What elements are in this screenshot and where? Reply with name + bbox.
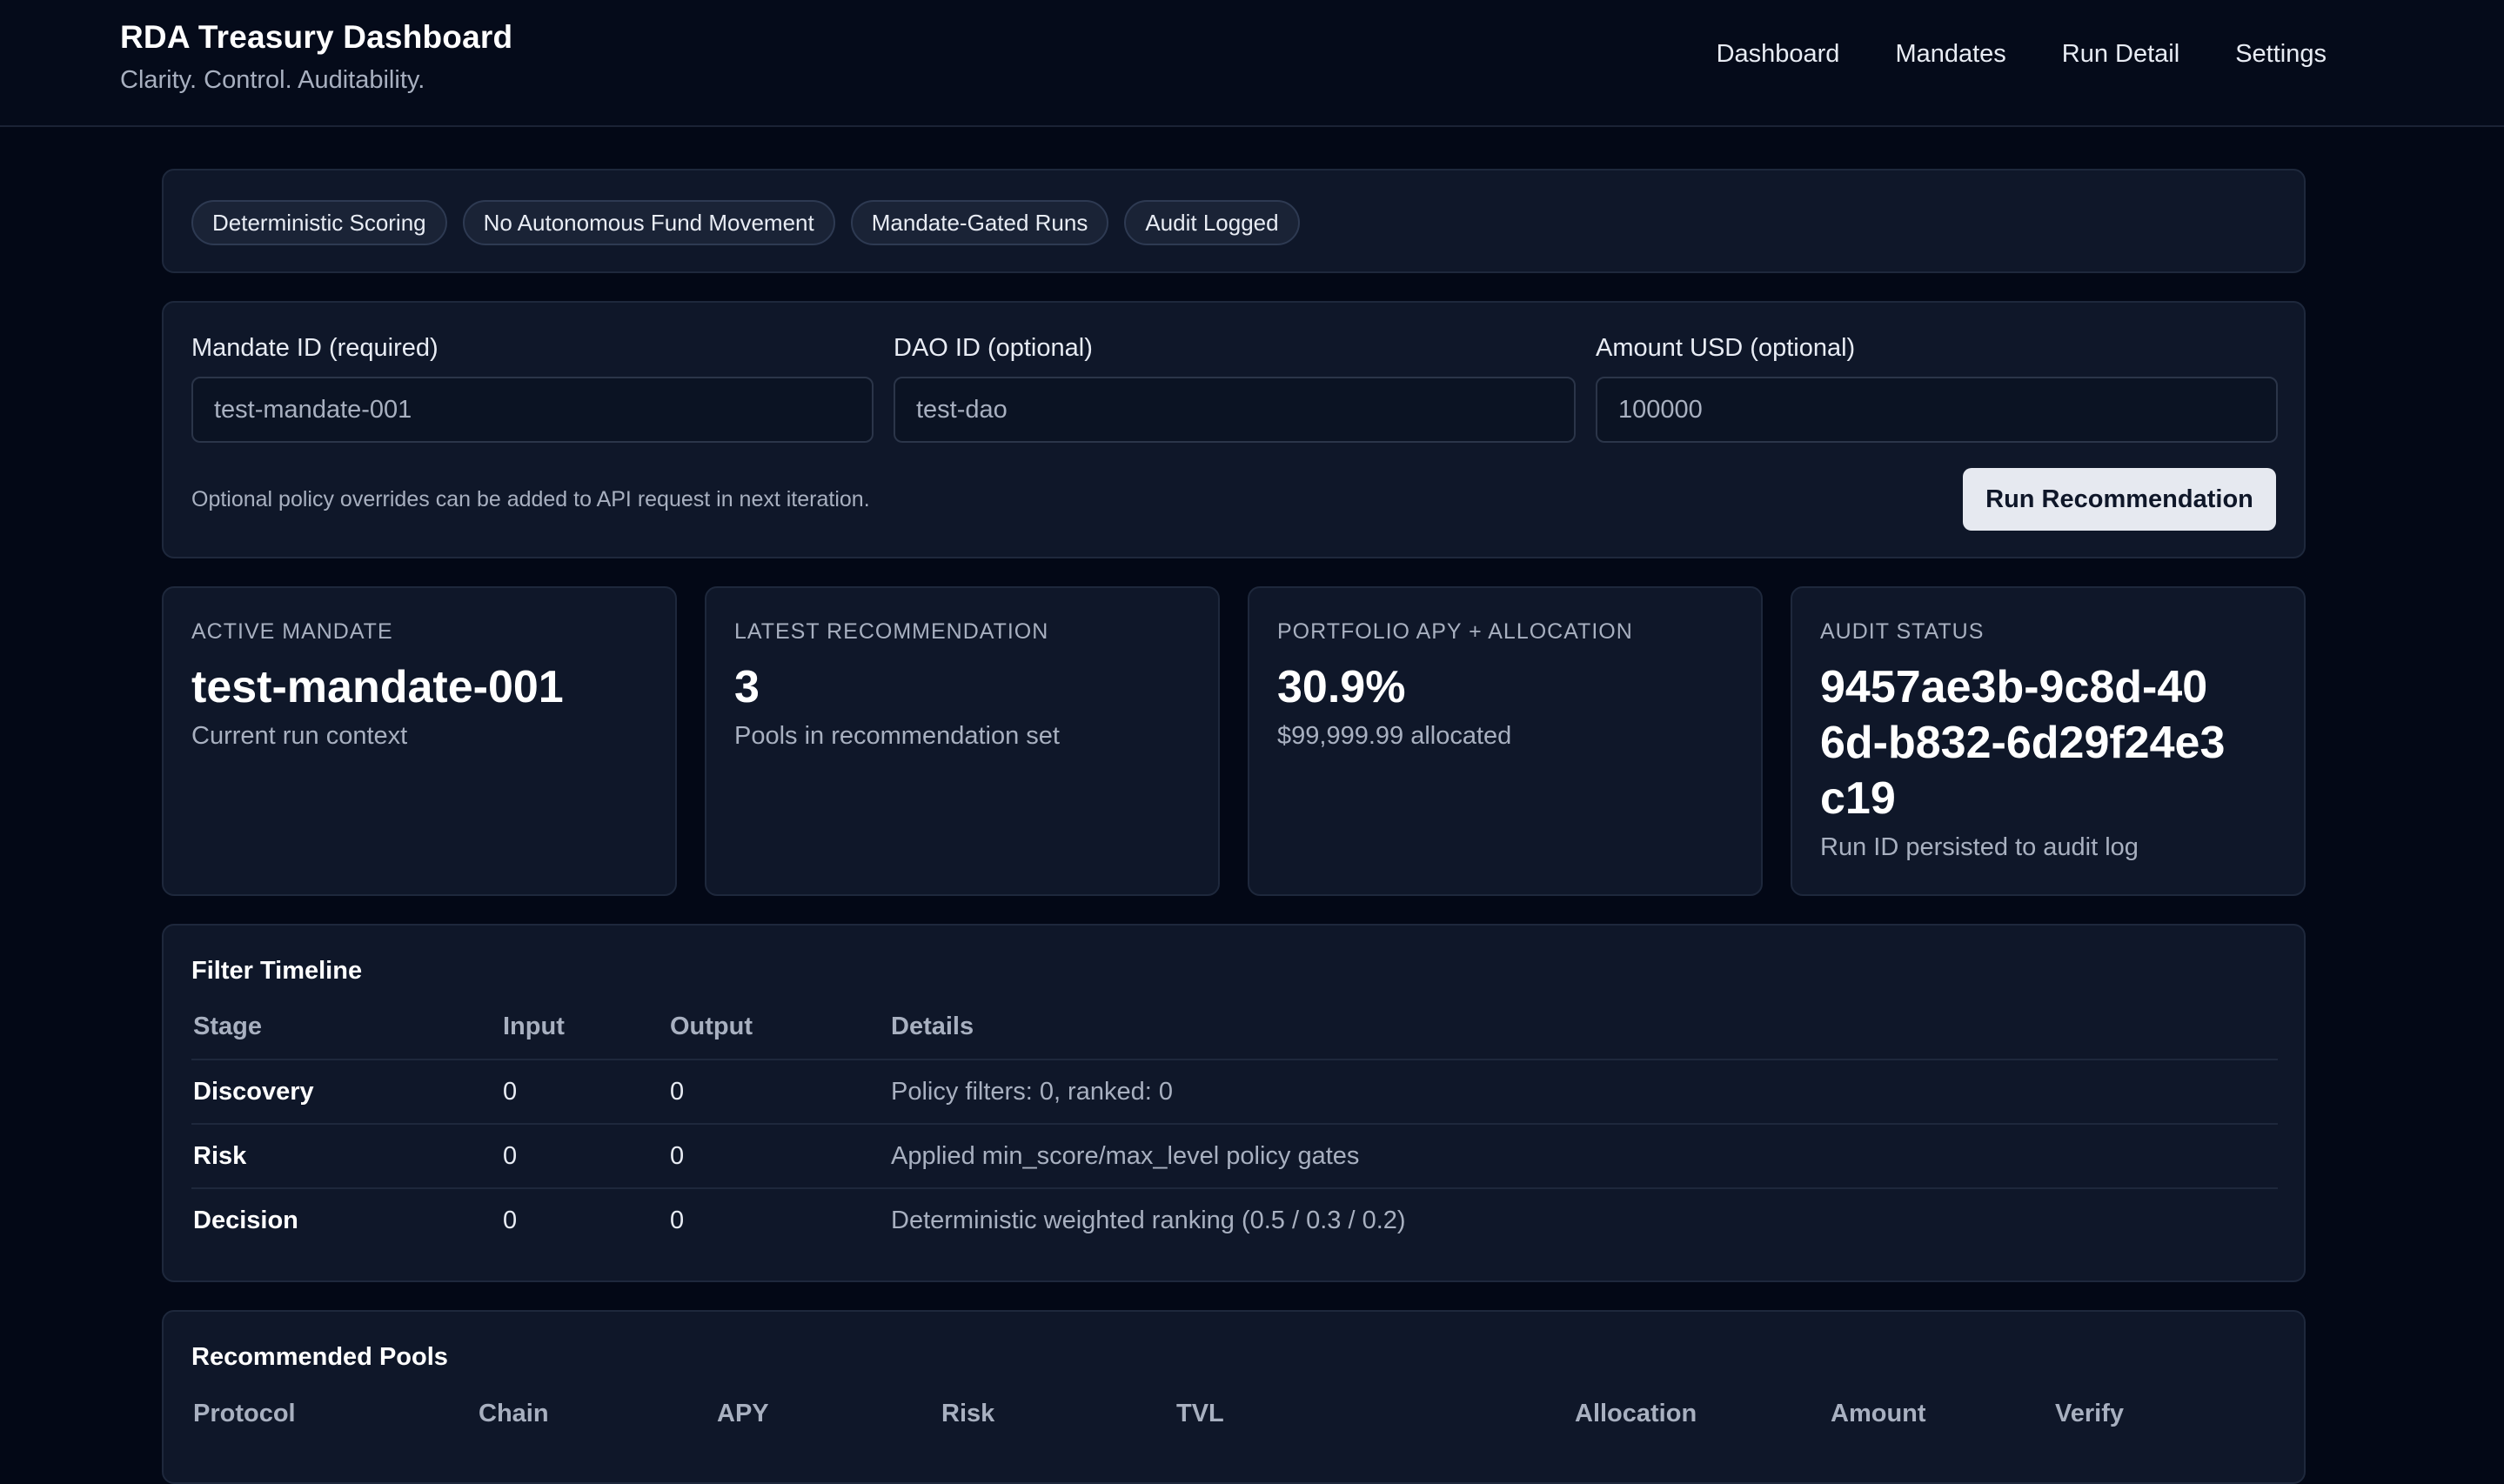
recommended-pools-title: Recommended Pools (191, 1343, 448, 1371)
stat-subtext: Pools in recommendation set (734, 722, 1060, 750)
table-row: Discovery 0 0 Policy filters: 0, ranked:… (191, 1059, 2278, 1124)
stage-cell: Decision (191, 1187, 501, 1253)
portfolio-apy-card: PORTFOLIO APY + ALLOCATION 30.9% $99,999… (1248, 586, 1763, 896)
details-cell: Policy filters: 0, ranked: 0 (889, 1059, 2278, 1124)
table-row: Decision 0 0 Deterministic weighted rank… (191, 1187, 2278, 1253)
nav-dashboard[interactable]: Dashboard (1716, 40, 1840, 68)
amount-usd-input[interactable]: 100000 (1596, 377, 2278, 443)
badge-no-autonomous-fund-movement: No Autonomous Fund Movement (462, 200, 835, 245)
badge-audit-logged: Audit Logged (1124, 200, 1300, 245)
latest-recommendation-card: LATEST RECOMMENDATION 3 Pools in recomme… (705, 586, 1220, 896)
dao-id-field: DAO ID (optional) test-dao (894, 334, 1576, 443)
mandate-id-field: Mandate ID (required) test-mandate-001 (191, 334, 874, 443)
stat-value: 3 (734, 662, 760, 712)
table-row: Risk 0 0 Applied min_score/max_level pol… (191, 1123, 2278, 1188)
column-header: Risk (941, 1399, 995, 1427)
main-nav: Dashboard Mandates Run Detail Settings (1717, 40, 2327, 69)
recommended-pools-card: Recommended Pools Protocol Chain APY Ris… (162, 1310, 2306, 1484)
stat-label: ACTIVE MANDATE (191, 619, 393, 644)
details-cell: Deterministic weighted ranking (0.5 / 0.… (889, 1187, 2278, 1253)
nav-run-detail[interactable]: Run Detail (2061, 40, 2180, 68)
stat-subtext: Run ID persisted to audit log (1820, 833, 2139, 861)
input-cell: 0 (501, 1059, 668, 1124)
nav-mandates[interactable]: Mandates (1895, 40, 2006, 68)
output-cell: 0 (668, 1059, 889, 1124)
output-cell: 0 (668, 1123, 889, 1188)
column-header: Details (891, 1013, 974, 1040)
column-header: APY (717, 1399, 769, 1427)
audit-status-card: AUDIT STATUS 9457ae3b-9c8d-406d-b832-6d2… (1791, 586, 2306, 896)
input-cell: 0 (501, 1123, 668, 1188)
stage-cell: Discovery (191, 1059, 501, 1124)
stat-subtext: $99,999.99 allocated (1277, 722, 1512, 750)
badge-deterministic-scoring: Deterministic Scoring (191, 200, 447, 245)
dao-id-input[interactable]: test-dao (894, 377, 1576, 443)
table-header-row: Protocol Chain APY Risk TVL Allocation A… (191, 1381, 2278, 1446)
stage-cell: Risk (191, 1123, 501, 1188)
policy-override-hint: Optional policy overrides can be added t… (191, 487, 870, 511)
stat-label: PORTFOLIO APY + ALLOCATION (1277, 619, 1633, 644)
filter-timeline-card: Filter Timeline Stage Input Output Detai… (162, 924, 2306, 1282)
top-bar: RDA Treasury Dashboard Clarity. Control.… (0, 0, 2504, 127)
stat-subtext: Current run context (191, 722, 408, 750)
column-header: TVL (1176, 1399, 1224, 1427)
details-cell: Applied min_score/max_level policy gates (889, 1123, 2278, 1188)
dao-id-label: DAO ID (optional) (894, 334, 1093, 362)
badge-list: Deterministic Scoring No Autonomous Fund… (191, 200, 1300, 245)
run-form-card: Mandate ID (required) test-mandate-001 D… (162, 301, 2306, 558)
column-header: Input (503, 1013, 565, 1040)
amount-usd-field: Amount USD (optional) 100000 (1596, 334, 2278, 443)
stat-value: 30.9% (1277, 662, 1406, 712)
nav-settings[interactable]: Settings (2235, 40, 2327, 68)
amount-usd-label: Amount USD (optional) (1596, 334, 1856, 362)
input-cell: 0 (501, 1187, 668, 1253)
stat-value: test-mandate-001 (191, 662, 564, 712)
table-header-row: Stage Input Output Details (191, 995, 2278, 1060)
column-header: Chain (479, 1399, 549, 1427)
recommended-pools-table: Protocol Chain APY Risk TVL Allocation A… (191, 1381, 2278, 1446)
output-cell: 0 (668, 1187, 889, 1253)
app-subtitle: Clarity. Control. Auditability. (120, 66, 425, 94)
column-header: Amount (1831, 1399, 1926, 1427)
mandate-id-input[interactable]: test-mandate-001 (191, 377, 874, 443)
stat-label: AUDIT STATUS (1820, 619, 1985, 644)
run-id-value: 9457ae3b-9c8d-406d-b832-6d29f24e3c19 (1820, 662, 2226, 824)
filter-timeline-title: Filter Timeline (191, 957, 363, 985)
run-recommendation-button[interactable]: Run Recommendation (1963, 468, 2276, 531)
column-header: Stage (193, 1013, 262, 1040)
app-title: RDA Treasury Dashboard (120, 19, 513, 55)
column-header: Verify (2055, 1399, 2124, 1427)
policy-badges-card: Deterministic Scoring No Autonomous Fund… (162, 169, 2306, 273)
column-header: Output (670, 1013, 753, 1040)
active-mandate-card: ACTIVE MANDATE test-mandate-001 Current … (162, 586, 677, 896)
filter-timeline-table: Stage Input Output Details Discovery 0 0… (191, 995, 2278, 1253)
mandate-id-label: Mandate ID (required) (191, 334, 439, 362)
column-header: Protocol (193, 1399, 296, 1427)
stat-label: LATEST RECOMMENDATION (734, 619, 1049, 644)
column-header: Allocation (1575, 1399, 1697, 1427)
badge-mandate-gated-runs: Mandate-Gated Runs (850, 200, 1109, 245)
brand: RDA Treasury Dashboard Clarity. Control.… (120, 19, 512, 95)
